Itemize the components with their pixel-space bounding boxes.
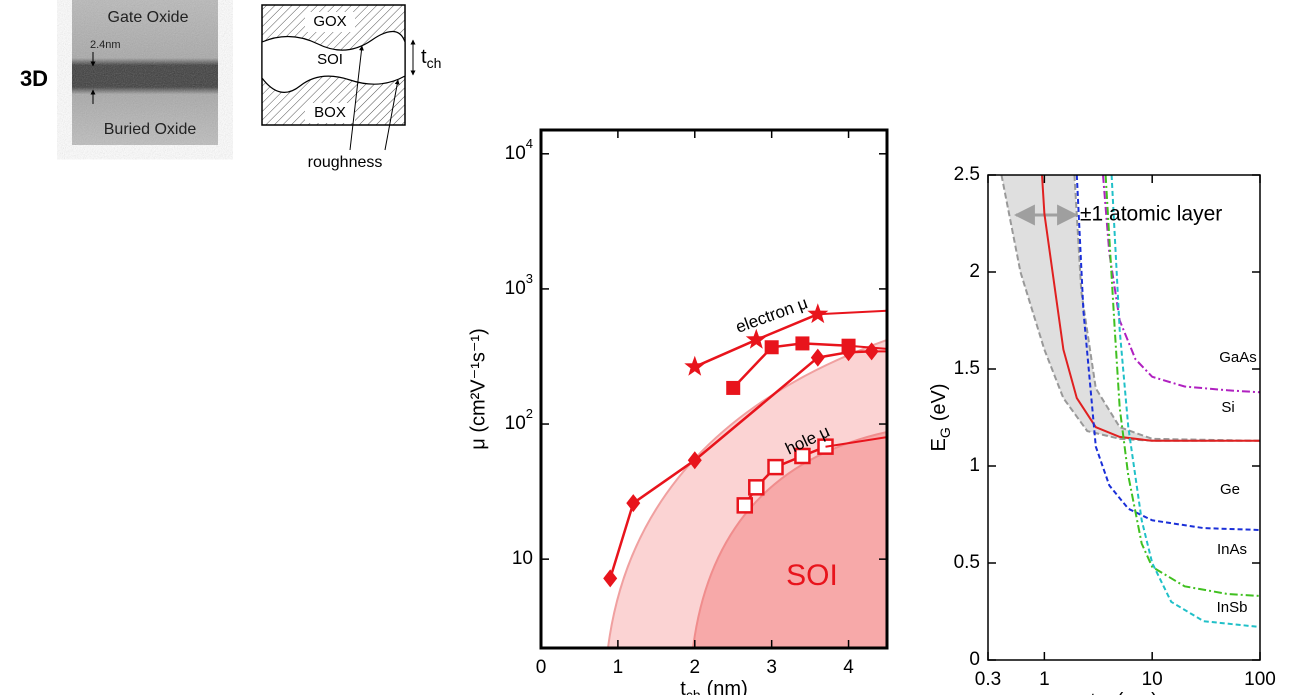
label-unit: (nm) [707, 678, 748, 695]
thickness-label: tch [421, 46, 441, 70]
plot-area [1000, 175, 1260, 628]
y-tick-label: 1.5 [954, 358, 980, 379]
tem-label: Buried Oxide [104, 121, 197, 138]
y-axis-label: μ (cm²V⁻¹s⁻¹) [467, 328, 489, 450]
y-tick-label: 10 [512, 548, 533, 569]
x-tick-label: 1 [1039, 669, 1050, 690]
series-line [1075, 175, 1260, 531]
marker-diamond [841, 343, 856, 362]
marker-open-square [736, 497, 754, 514]
tick-sup: 3 [526, 271, 533, 286]
marker-open-square [748, 479, 765, 496]
frame [539, 128, 889, 650]
y-tick-label: 1 [969, 455, 980, 476]
series-line [817, 309, 887, 316]
thickness-t: t [421, 46, 427, 68]
series-line [1041, 175, 1260, 442]
label-main: t [680, 678, 686, 695]
x-tick-label: 3 [766, 657, 777, 678]
y-tick-label: 2.5 [954, 164, 980, 185]
band-area [1001, 175, 1260, 441]
marker-square [764, 340, 779, 355]
label-sub: ch [686, 687, 701, 695]
schematic-label: BOX [314, 104, 346, 121]
marker-diamond [687, 451, 702, 470]
roughness-label: roughness [308, 154, 383, 171]
label-sub: G [937, 427, 953, 438]
thickness-sub: ch [427, 55, 442, 71]
series-label-bg [1208, 598, 1256, 618]
schematic-label: GOX [313, 13, 346, 30]
x-axis-label: tch(nm) [1090, 690, 1157, 695]
marker-square [795, 336, 810, 351]
series-label: InSb [1217, 599, 1248, 616]
tick-text: 10 [505, 143, 526, 164]
panel-label: 3D [20, 66, 48, 91]
tick-sup: 2 [526, 406, 533, 421]
plot-area [603, 303, 887, 588]
y-tick-label: 0 [969, 649, 980, 670]
roughness-arrow [384, 79, 400, 151]
marker-diamond [603, 569, 618, 588]
tem-scale: 2.4nm [90, 39, 121, 51]
marker-open-square [817, 438, 834, 455]
y-tick-label: 0.5 [954, 552, 980, 573]
series-label-bg [1204, 398, 1252, 418]
schematic-label: SOI [317, 51, 343, 68]
series-line [1110, 175, 1260, 628]
x-tick-label: 10 [1142, 669, 1163, 690]
label-unit: (eV) [928, 383, 950, 421]
label-bg [305, 103, 355, 123]
x-axis-label: tch (nm) [680, 678, 747, 695]
x-tick-label: 0 [536, 657, 547, 678]
soi-layer [261, 30, 406, 93]
y-tick-label: 102 [505, 406, 533, 434]
label-bg [305, 12, 355, 32]
y-tick-label: 103 [505, 271, 533, 299]
series-line [732, 342, 849, 389]
frame [987, 174, 1261, 661]
label-main: E [928, 438, 950, 451]
tem-label: Gate Oxide [108, 9, 189, 26]
shaded-regions [606, 338, 887, 648]
y-tick-label: 104 [505, 136, 533, 164]
series-label: Ge [1220, 481, 1240, 498]
series-label: Si [1221, 399, 1234, 416]
x-tick-label: 0.3 [975, 669, 1001, 690]
roughness-arrow [349, 45, 364, 151]
tem-noise [72, 0, 218, 145]
series-label-bg [1214, 348, 1262, 368]
series-label-bg [1208, 540, 1256, 560]
y-axis-label: EG (eV) [928, 383, 952, 451]
marker-diamond [626, 494, 641, 513]
x-tick-label: 2 [689, 657, 700, 678]
annotation: ±1 atomic layer [1080, 203, 1222, 226]
y-tick-label: 2 [969, 261, 980, 282]
series-label: InAs [1217, 541, 1247, 558]
annotation: SOI [786, 559, 838, 592]
series-label-bg [1206, 480, 1254, 500]
x-tick-label: 1 [613, 657, 624, 678]
tick-sup: 4 [526, 136, 533, 151]
x-tick-label: 4 [843, 657, 854, 678]
tick-text: 10 [505, 278, 526, 299]
series-line [1104, 175, 1260, 597]
label-main: t [1090, 690, 1096, 695]
marker-star [745, 328, 767, 349]
marker-open-square [794, 447, 811, 465]
label-unit: (nm) [1117, 690, 1158, 695]
marker-square [726, 380, 741, 395]
marker-open-square [767, 458, 784, 476]
annotation: electron μ [733, 293, 810, 337]
marker-diamond [810, 348, 825, 367]
x-tick-label: 100 [1244, 669, 1276, 690]
marker-star [684, 355, 706, 376]
series-label: GaAs [1219, 349, 1257, 366]
series-line [825, 436, 887, 448]
tick-text: 10 [505, 413, 526, 434]
marker-star [807, 303, 829, 324]
band-edge [1073, 175, 1260, 442]
